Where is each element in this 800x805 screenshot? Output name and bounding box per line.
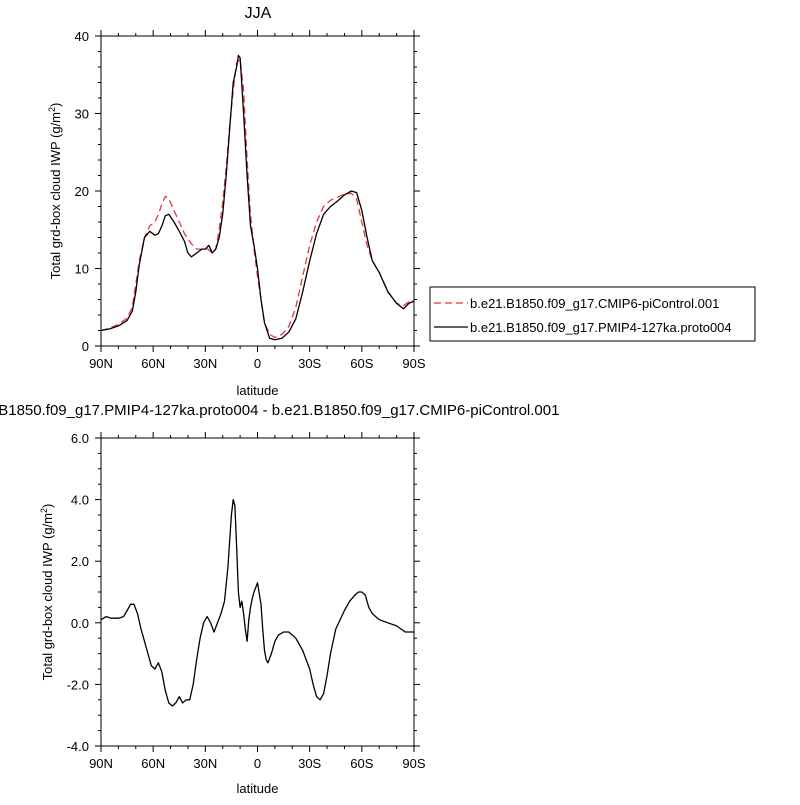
series-line-1 — [100, 58, 415, 339]
y-tick-label: -2.0 — [67, 677, 89, 692]
y-tick-label: 40 — [75, 29, 89, 44]
x-tick-label: 90S — [402, 356, 425, 371]
legend-label-2: b.e21.B1850.f09_g17.PMIP4-127ka.proto004 — [470, 320, 732, 335]
y-axis-label-superscript: 2 — [39, 508, 49, 513]
y-axis-label: Total grd-box cloud IWP (g/m2) — [39, 504, 55, 681]
x-tick-label: 90N — [89, 756, 113, 771]
y-tick-label: -4.0 — [67, 739, 89, 754]
chart-title: b.e21.B1850.f09_g17.PMIP4-127ka.proto004… — [0, 402, 559, 419]
legend: b.e21.B1850.f09_g17.CMIP6-piControl.001b… — [429, 286, 756, 342]
y-axis-label-text: Total grd-box cloud IWP (g/m — [48, 112, 63, 279]
x-tick-label: 90N — [89, 356, 113, 371]
y-tick-label: 6.0 — [71, 431, 89, 446]
x-axis-label: latitude — [237, 383, 279, 398]
x-axis-label: latitude — [237, 781, 279, 796]
chart-title: JJA — [245, 5, 272, 22]
y-axis-label-superscript: 2 — [47, 107, 57, 112]
y-axis-label-tail: ) — [48, 103, 63, 107]
y-tick-label: 10 — [75, 262, 89, 277]
y-tick-label: 4.0 — [71, 493, 89, 508]
panel-2: b.e21.B1850.f09_g17.PMIP4-127ka.proto004… — [0, 402, 559, 796]
y-axis-label: Total grd-box cloud IWP (g/m2) — [47, 103, 63, 280]
y-axis-label-text: Total grd-box cloud IWP (g/m — [40, 513, 55, 680]
series-line-1 — [100, 498, 414, 707]
x-tick-label: 60S — [350, 356, 373, 371]
y-tick-label: 0 — [82, 339, 89, 354]
panel-1: JJA 90N 60N 30N 0 30S 60S 90S 0 10 20 30 40 latitude T… — [47, 5, 756, 398]
x-tick-label: 0 — [254, 356, 261, 371]
x-tick-label: 30N — [193, 356, 217, 371]
x-tick-label: 60N — [141, 756, 165, 771]
y-tick-label: 0.0 — [71, 616, 89, 631]
x-tick-label: 0 — [254, 756, 261, 771]
x-tick-label: 30S — [298, 756, 321, 771]
legend-label-1: b.e21.B1850.f09_g17.CMIP6-piControl.001 — [470, 296, 719, 311]
x-tick-label: 30N — [193, 756, 217, 771]
x-tick-label: 30S — [298, 356, 321, 371]
x-tick-label: 60N — [141, 356, 165, 371]
plot-frame — [100, 437, 415, 747]
plot-frame — [100, 35, 415, 347]
y-tick-label: 20 — [75, 184, 89, 199]
x-tick-label: 60S — [350, 756, 373, 771]
y-tick-label: 2.0 — [71, 554, 89, 569]
legend-box — [429, 286, 756, 342]
x-tick-label: 90S — [402, 756, 425, 771]
series-line-2 — [100, 54, 415, 341]
y-tick-label: 30 — [75, 107, 89, 122]
y-axis-label-tail: ) — [40, 504, 55, 508]
